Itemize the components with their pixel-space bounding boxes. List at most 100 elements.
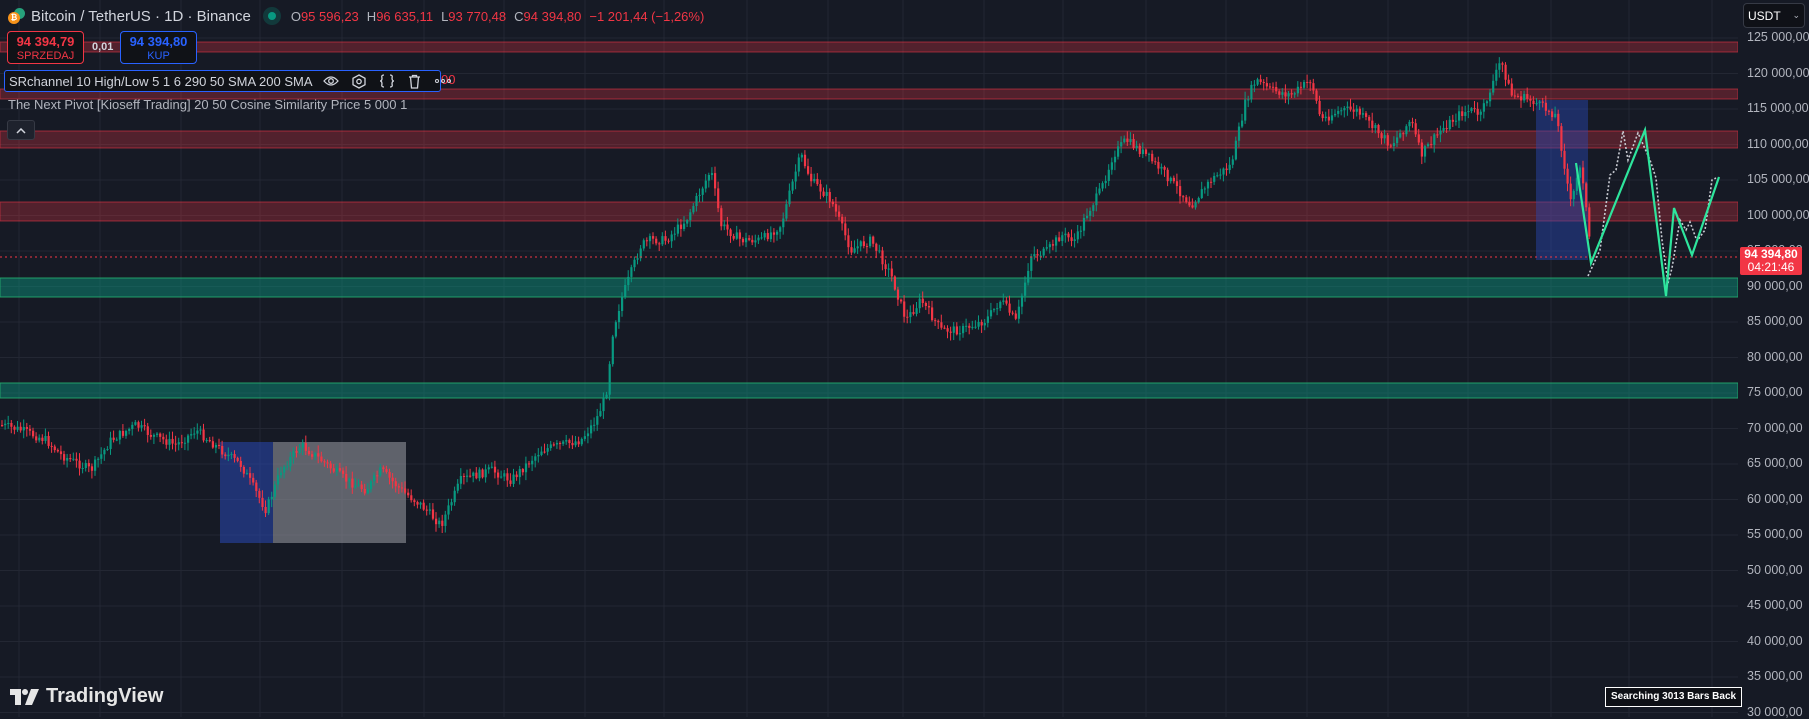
indicator-legend-srchannel[interactable]: SRchannel 10 High/Low 5 1 6 290 50 SMA 2… bbox=[4, 70, 451, 92]
candle-body bbox=[249, 473, 252, 478]
candle-body bbox=[1402, 133, 1405, 135]
candle-body bbox=[1306, 82, 1309, 84]
candle-body bbox=[1365, 113, 1368, 117]
more-icon[interactable] bbox=[434, 73, 451, 89]
candle-body bbox=[1334, 113, 1337, 116]
candle-body bbox=[971, 326, 974, 328]
delete-icon[interactable] bbox=[407, 73, 423, 89]
candle-body bbox=[949, 331, 952, 333]
price-axis[interactable]: 125 000,00 120 000,00 115 000,00 110 000,00… bbox=[1738, 0, 1809, 719]
candle-body bbox=[1055, 237, 1058, 246]
collapse-legend-button[interactable] bbox=[7, 120, 35, 140]
candle-body bbox=[1024, 282, 1027, 296]
candle-body bbox=[1222, 168, 1225, 175]
candle-body bbox=[1017, 306, 1020, 319]
candle-body bbox=[255, 482, 258, 491]
candle-body bbox=[1104, 180, 1107, 184]
buy-button[interactable]: 94 394,80 KUP bbox=[120, 31, 197, 64]
candle-body bbox=[202, 429, 205, 441]
candle-body bbox=[800, 154, 803, 158]
candle-body bbox=[810, 173, 813, 182]
candle-body bbox=[385, 469, 388, 472]
candle-body bbox=[53, 446, 56, 451]
candle-body bbox=[813, 178, 816, 182]
candle-body bbox=[1495, 69, 1498, 81]
candle-body bbox=[1197, 198, 1200, 203]
candle-body bbox=[887, 268, 890, 270]
symbol-title[interactable]: Bitcoin / TetherUS · 1D · Binance bbox=[31, 7, 251, 25]
candle-body bbox=[1588, 207, 1591, 237]
candle-body bbox=[915, 308, 918, 314]
candle-body bbox=[16, 426, 19, 430]
candle-body bbox=[187, 435, 190, 443]
candle-body bbox=[146, 426, 149, 435]
candle-body bbox=[1386, 135, 1389, 146]
candle-body bbox=[655, 238, 658, 244]
candle-body bbox=[1464, 112, 1467, 116]
candle-body bbox=[1048, 244, 1051, 248]
low-value: 93 770,48 bbox=[448, 8, 507, 24]
settings-icon[interactable] bbox=[351, 73, 367, 89]
candle-body bbox=[738, 232, 741, 239]
price-axis-label: 35 000,00 bbox=[1747, 669, 1803, 683]
source-code-icon[interactable] bbox=[379, 73, 395, 89]
candle-body bbox=[503, 473, 506, 477]
candle-body bbox=[230, 454, 233, 456]
candle-body bbox=[245, 473, 249, 475]
candle-body bbox=[1234, 140, 1237, 160]
candle-body bbox=[1064, 233, 1067, 236]
candle-body bbox=[283, 466, 286, 473]
price-axis-label: 40 000,00 bbox=[1747, 633, 1803, 648]
candle-body bbox=[72, 458, 75, 460]
price-axis-label: 125 000,00 bbox=[1747, 30, 1809, 44]
candle-body bbox=[134, 422, 137, 425]
candle-body bbox=[41, 437, 44, 441]
candle-body bbox=[1073, 239, 1076, 241]
candle-body bbox=[838, 211, 841, 217]
candle-body bbox=[69, 458, 72, 460]
current-price: 94 394,80 bbox=[1744, 247, 1798, 261]
resistance-zone bbox=[0, 130, 1739, 149]
candle-body bbox=[335, 468, 338, 472]
candle-body bbox=[1479, 111, 1482, 115]
candle-body bbox=[1287, 93, 1290, 97]
indicator-legend-next-pivot[interactable]: The Next Pivot [Kioseff Trading] 20 50 C… bbox=[8, 97, 408, 112]
candle-body bbox=[531, 460, 534, 465]
eye-icon[interactable] bbox=[322, 73, 339, 89]
candle-body bbox=[1299, 86, 1303, 88]
candle-body bbox=[180, 442, 183, 444]
candle-body bbox=[1008, 303, 1011, 313]
candle-body bbox=[1228, 164, 1231, 171]
price-axis-label: 60 000,00 bbox=[1747, 491, 1803, 506]
candle-body bbox=[1383, 135, 1386, 139]
candle-body bbox=[1210, 181, 1213, 183]
status-box: Searching 3013 Bars Back bbox=[1605, 687, 1743, 707]
candle-body bbox=[779, 227, 782, 232]
sell-button[interactable]: 94 394,79 SPRZEDAJ bbox=[7, 31, 84, 64]
candle-body bbox=[1312, 83, 1315, 91]
candle-body bbox=[847, 235, 850, 248]
candle-body bbox=[1427, 144, 1430, 147]
price-axis-label: 105 000,00 bbox=[1747, 172, 1809, 186]
tradingview-logo[interactable]: TradingView bbox=[10, 685, 163, 708]
indicator-label: SRchannel 10 High/Low 5 1 6 290 50 SMA 2… bbox=[9, 73, 313, 89]
candle-body bbox=[211, 441, 214, 448]
candle-body bbox=[735, 232, 738, 239]
candle-body bbox=[490, 466, 493, 468]
candle-body bbox=[667, 240, 670, 242]
candle-body bbox=[1151, 153, 1154, 162]
candle-body bbox=[741, 238, 745, 243]
candle-body bbox=[1420, 142, 1423, 157]
currency-select[interactable]: USDT ⌄ bbox=[1743, 3, 1805, 28]
candle-body bbox=[1489, 92, 1492, 102]
candle-body bbox=[757, 237, 760, 241]
candle-body bbox=[1582, 167, 1585, 184]
price-axis-label: 120 000,00 bbox=[1747, 65, 1809, 80]
candle-body bbox=[599, 411, 602, 417]
candle-body bbox=[224, 454, 227, 457]
candle-body bbox=[214, 444, 218, 448]
candle-body bbox=[918, 298, 921, 309]
candle-body bbox=[652, 236, 655, 239]
candle-body bbox=[354, 485, 357, 488]
